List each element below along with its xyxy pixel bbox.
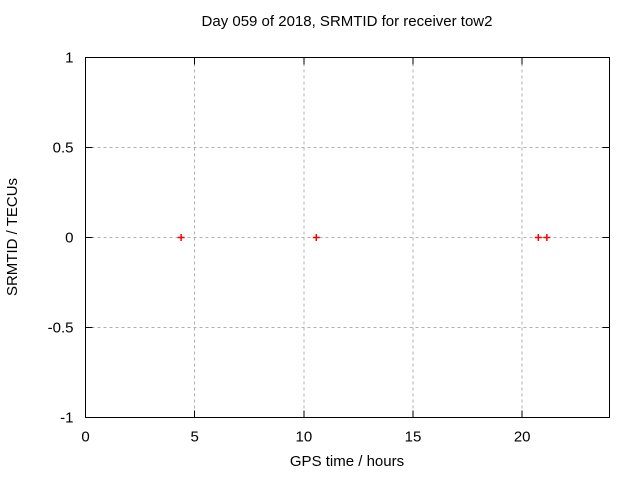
x-tick-label: 10 [295,429,312,446]
chart-title: Day 059 of 2018, SRMTID for receiver tow… [201,13,493,30]
y-tick-label: -1 [60,410,73,427]
x-tick-label: 5 [190,429,198,446]
y-tick-label: 0 [65,230,73,247]
x-tick-label: 15 [405,429,422,446]
y-axis-label: SRMTID / TECUs [4,177,21,297]
x-tick-label: 20 [514,429,531,446]
y-tick-label: 0.5 [53,140,74,157]
x-axis-label: GPS time / hours [289,453,405,470]
y-tick-label: 1 [65,50,73,67]
y-tick-label: -0.5 [48,320,74,337]
x-tick-label: 0 [81,429,89,446]
